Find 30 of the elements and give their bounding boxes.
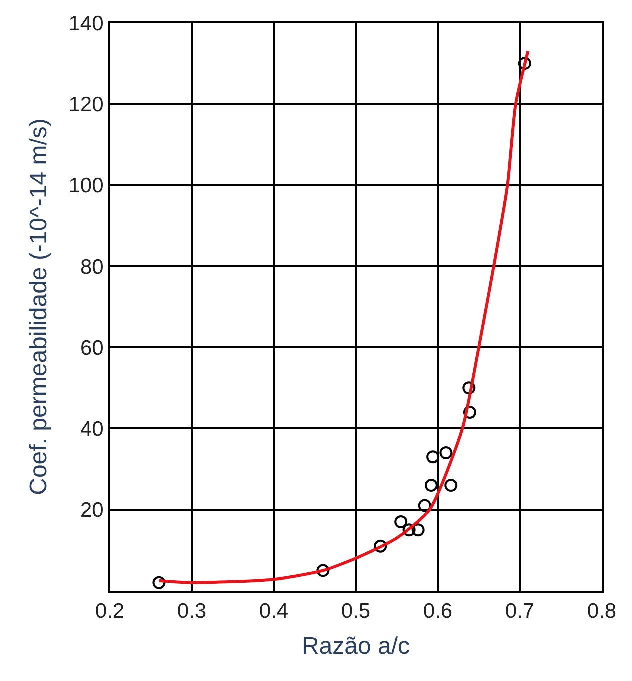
point: [424, 479, 438, 492]
point: [463, 406, 476, 419]
point: [426, 450, 440, 464]
x-axis-title: Razão a/c: [302, 633, 410, 660]
x-tick-label: 0.3: [177, 600, 207, 624]
point: [394, 516, 408, 529]
y-tick-label: 20: [80, 499, 104, 522]
point: [374, 540, 388, 553]
point: [462, 382, 476, 395]
point: [440, 446, 453, 460]
y-tick-label: 100: [68, 174, 104, 198]
x-tick-label: 0.5: [341, 600, 371, 624]
point: [418, 499, 432, 512]
y-tick-label: 140: [68, 12, 104, 36]
point: [402, 524, 416, 537]
y-tick-label: 80: [80, 256, 104, 279]
point: [518, 57, 532, 70]
x-tick-label: 0.4: [259, 600, 289, 624]
y-tick-label: 120: [68, 93, 104, 116]
point: [152, 576, 166, 590]
y-tick-label: 60: [80, 336, 104, 360]
point: [444, 479, 458, 492]
x-tick-label: 0.8: [587, 600, 617, 624]
y-axis-title: Coef. permeabilidade (-10^-14 m/s): [25, 118, 52, 496]
x-tick-label: 0.2: [95, 600, 125, 624]
y-tick-label: 40: [80, 418, 104, 442]
point: [412, 524, 425, 537]
x-tick-label: 0.6: [423, 600, 453, 624]
x-tick-label: 0.7: [505, 600, 535, 624]
point: [316, 564, 330, 578]
